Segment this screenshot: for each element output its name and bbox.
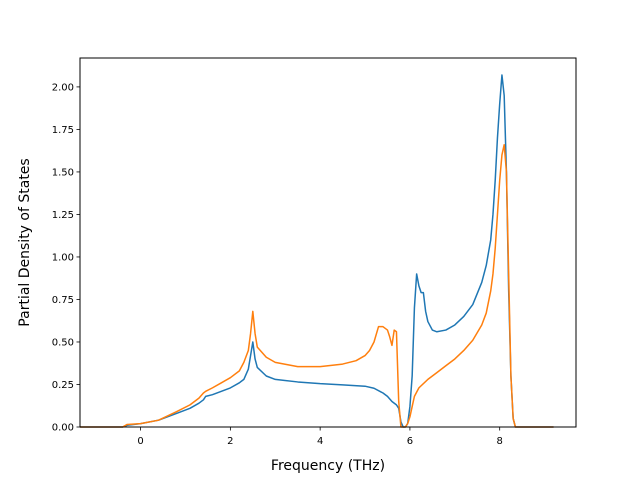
y-tick-label: 1.75 (52, 125, 74, 136)
x-tick-label: 2 (227, 436, 233, 447)
y-tick-label: 1.25 (52, 210, 74, 221)
y-tick-label: 0.75 (52, 295, 74, 306)
y-tick-label: 2.00 (52, 82, 74, 93)
plot-background (80, 58, 576, 427)
x-axis-label: Frequency (THz) (271, 458, 385, 474)
x-tick-label: 6 (407, 436, 413, 447)
x-tick-label: 0 (137, 436, 143, 447)
y-tick-label: 0.00 (52, 423, 74, 434)
x-tick-label: 8 (497, 436, 503, 447)
y-tick-label: 0.50 (52, 337, 74, 348)
x-axis-ticks: 0 2 4 6 8 (137, 427, 503, 447)
y-tick-label: 1.50 (52, 167, 74, 178)
y-tick-label: 0.25 (52, 380, 74, 391)
y-axis-label: Partial Density of States (17, 158, 33, 326)
y-tick-label: 1.00 (52, 252, 74, 263)
series-2-line (80, 143, 554, 428)
y-axis-ticks: 0.00 0.25 0.50 0.75 1.00 1.25 1.50 1.75 2.00 (52, 82, 80, 434)
plot-frame (79, 57, 577, 428)
x-tick-label: 4 (317, 436, 323, 447)
